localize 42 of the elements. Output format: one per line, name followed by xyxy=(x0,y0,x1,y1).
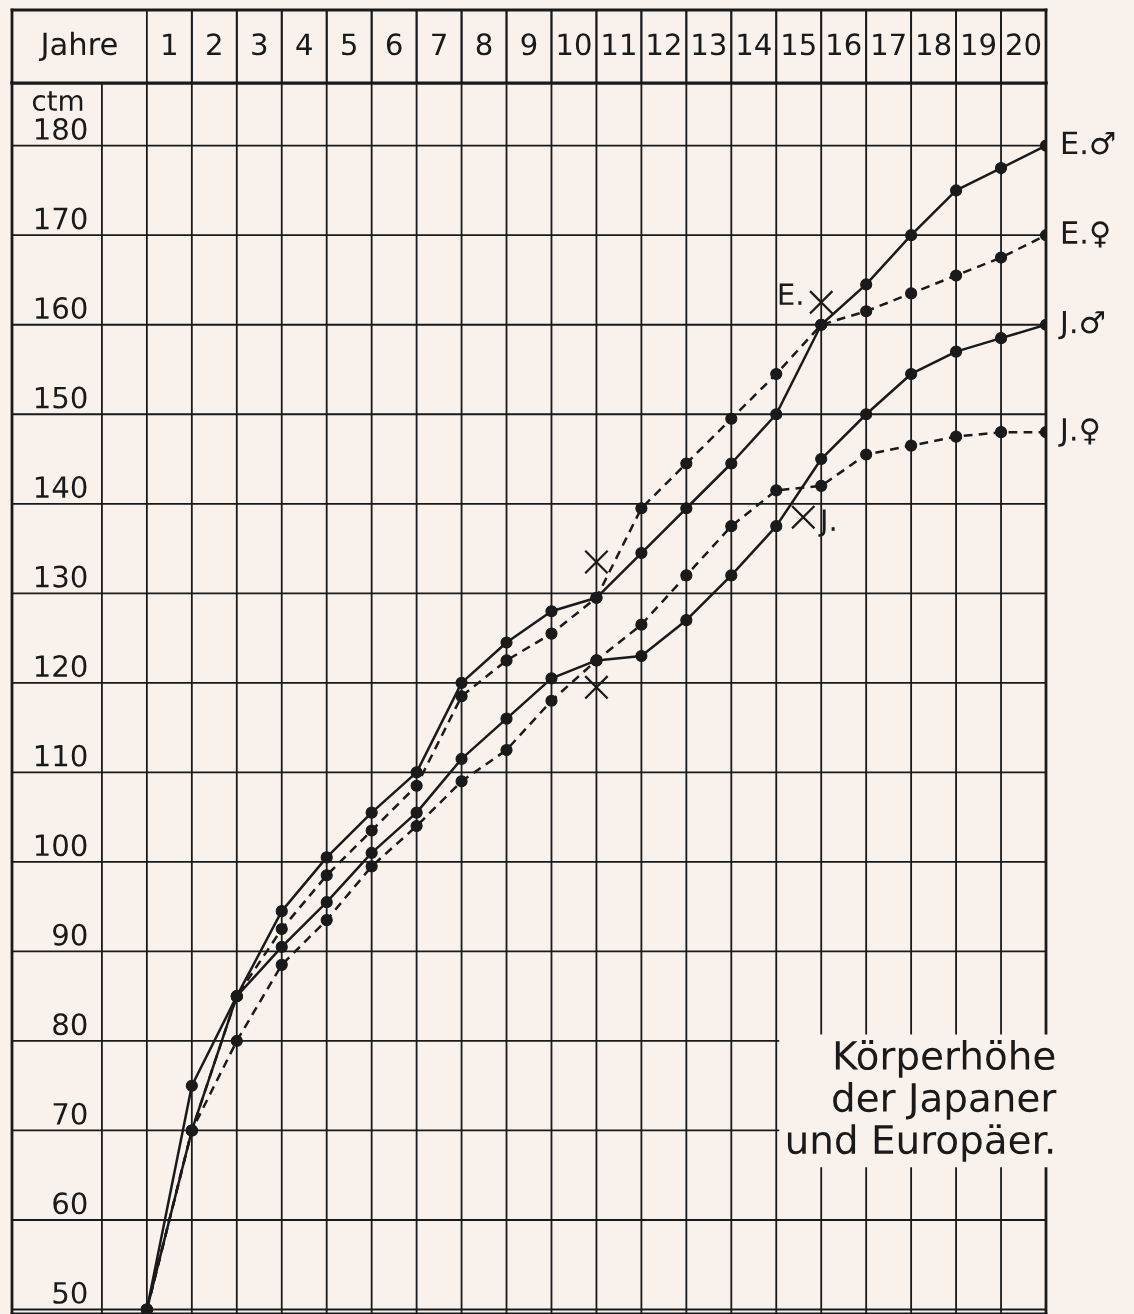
y-tick-label: 130 xyxy=(35,565,87,588)
x-tick-label: 2 xyxy=(207,33,221,55)
annotation: E. xyxy=(779,283,802,305)
y-tick-label: 180 xyxy=(35,117,87,141)
series-label: J.♂ xyxy=(1058,310,1104,340)
x-tick-label: 12 xyxy=(648,33,680,55)
x-tick-label: 15 xyxy=(783,33,815,56)
y-axis-title: ctm xyxy=(32,91,83,112)
x-tick-label: 3 xyxy=(252,33,267,56)
y-tick-label: 110 xyxy=(35,744,87,767)
y-tick-label: 160 xyxy=(35,297,87,320)
y-tick-label: 70 xyxy=(53,1102,87,1125)
y-tick-label: 90 xyxy=(53,923,87,946)
x-axis-title: Jahre xyxy=(38,31,117,62)
y-tick-label: 50 xyxy=(53,1281,87,1304)
x-tick-label: 1 xyxy=(163,33,176,55)
x-tick-label: 18 xyxy=(918,33,951,56)
y-tick-label: 140 xyxy=(35,476,87,499)
y-tick-label: 80 xyxy=(53,1013,87,1036)
x-tick-label: 11 xyxy=(603,33,635,55)
series-label: J.♀ xyxy=(1058,418,1099,447)
x-tick-label: 17 xyxy=(873,33,905,55)
x-tick-label: 4 xyxy=(296,33,312,55)
y-tick-label: 150 xyxy=(35,386,87,409)
x-tick-label: 7 xyxy=(432,33,446,55)
y-tick-label: 60 xyxy=(53,1192,87,1215)
y-tick-label: 170 xyxy=(35,207,87,230)
y-tick-label: 120 xyxy=(35,655,87,678)
series-label: E.♀ xyxy=(1062,221,1109,248)
x-tick-label: 13 xyxy=(693,33,726,56)
x-tick-label: 8 xyxy=(476,33,492,56)
series-label: E.♂ xyxy=(1062,131,1115,155)
x-tick-label: 14 xyxy=(738,33,771,55)
x-tick-label: 5 xyxy=(342,33,356,56)
y-tick-label: 100 xyxy=(35,834,87,857)
text: Körperhöhe der Japaner und Europäer. xyxy=(787,1040,1057,1162)
x-tick-label: 19 xyxy=(963,33,996,56)
x-tick-label: 20 xyxy=(1007,33,1041,56)
x-tick-label: 9 xyxy=(521,33,537,56)
x-tick-label: 6 xyxy=(386,33,402,56)
x-tick-label: 10 xyxy=(558,33,591,56)
x-tick-label: 16 xyxy=(828,33,861,56)
